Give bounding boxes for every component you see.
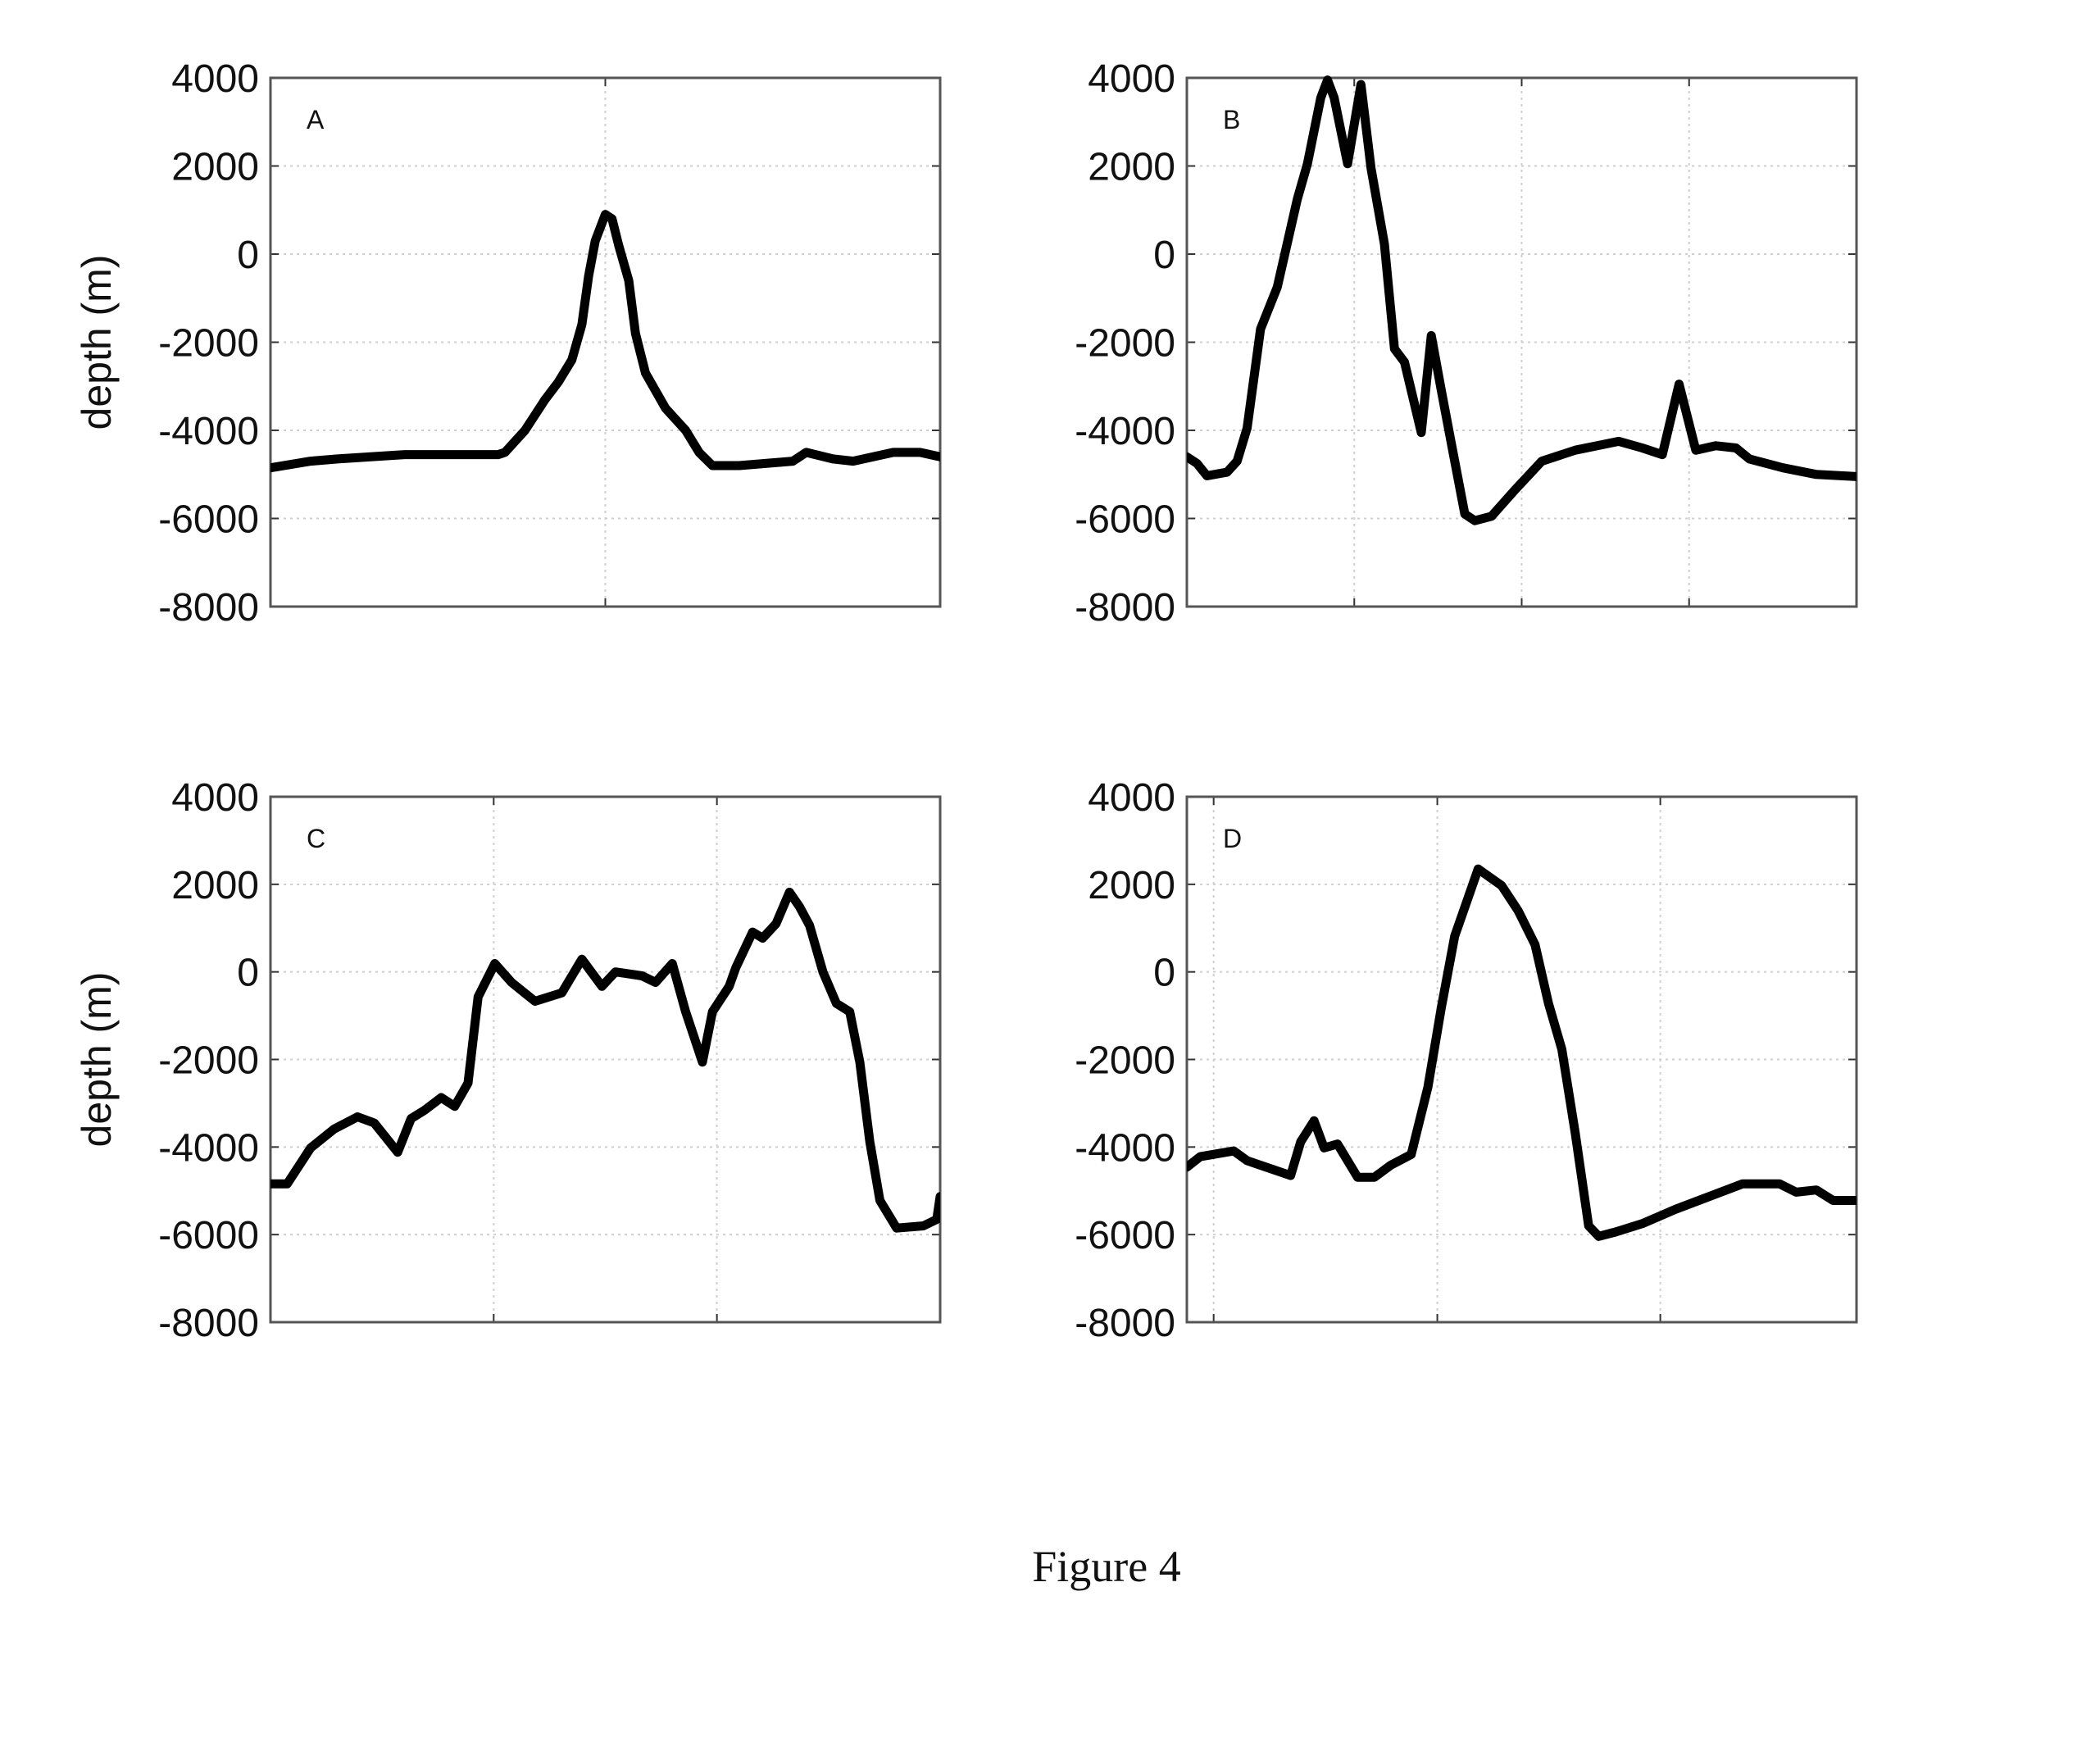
y-tick-label: -6000 [1075, 1214, 1175, 1257]
y-tick-label: -6000 [1075, 498, 1175, 542]
panel-label: C [307, 824, 325, 853]
y-tick-label: -8000 [158, 1302, 259, 1345]
depth-profile-line [1187, 75, 1857, 525]
y-tick-label: -8000 [1075, 1302, 1175, 1345]
y-tick-label: -4000 [158, 410, 259, 453]
axes-box [1185, 76, 1858, 608]
y-tick-label: 0 [1153, 952, 1175, 995]
axes-box [269, 76, 942, 608]
y-tick-label: 2000 [171, 864, 259, 907]
axes-box [269, 795, 942, 1324]
y-axis-label: depth (m) [74, 255, 120, 430]
y-tick-label: -4000 [158, 1126, 259, 1170]
y-tick-label: 4000 [171, 57, 259, 101]
y-tick-label: 4000 [1088, 57, 1175, 101]
y-axis-label: depth (m) [74, 972, 120, 1148]
y-tick-label: -4000 [1075, 410, 1175, 453]
y-tick-label: -4000 [1075, 1126, 1175, 1170]
y-tick-label: 2000 [1088, 864, 1175, 907]
y-tick-label: 4000 [1088, 776, 1175, 820]
panel-label: B [1223, 105, 1240, 134]
y-tick-label: -8000 [1075, 586, 1175, 630]
y-tick-label: -6000 [158, 498, 259, 542]
y-tick-label: -6000 [158, 1214, 259, 1257]
y-tick-label: -2000 [1075, 1039, 1175, 1083]
panel-label: A [307, 105, 325, 134]
figure-caption: Figure 4 [1032, 1542, 1181, 1591]
y-tick-label: 2000 [1088, 146, 1175, 189]
y-tick-label: -2000 [158, 1039, 259, 1083]
depth-profile-line [270, 887, 940, 1233]
y-tick-label: 0 [1153, 234, 1175, 277]
y-tick-label: 0 [237, 952, 259, 995]
y-tick-label: 0 [237, 234, 259, 277]
panel-d: 4000 2000 0 -2000 -4000 -6000 -8000 D [1075, 776, 1858, 1345]
y-tick-label: -8000 [158, 586, 259, 630]
y-tick-label: 4000 [171, 776, 259, 820]
depth-profile-line [270, 210, 940, 473]
y-tick-label: 2000 [171, 146, 259, 189]
depth-profile-line [1187, 864, 1857, 1241]
axes-box [1185, 795, 1858, 1324]
y-tick-label: -2000 [158, 322, 259, 366]
panel-label: D [1223, 824, 1242, 853]
y-tick-label: -2000 [1075, 322, 1175, 366]
panel-b: 4000 2000 0 -2000 -4000 -6000 -8000 B [1075, 57, 1858, 630]
